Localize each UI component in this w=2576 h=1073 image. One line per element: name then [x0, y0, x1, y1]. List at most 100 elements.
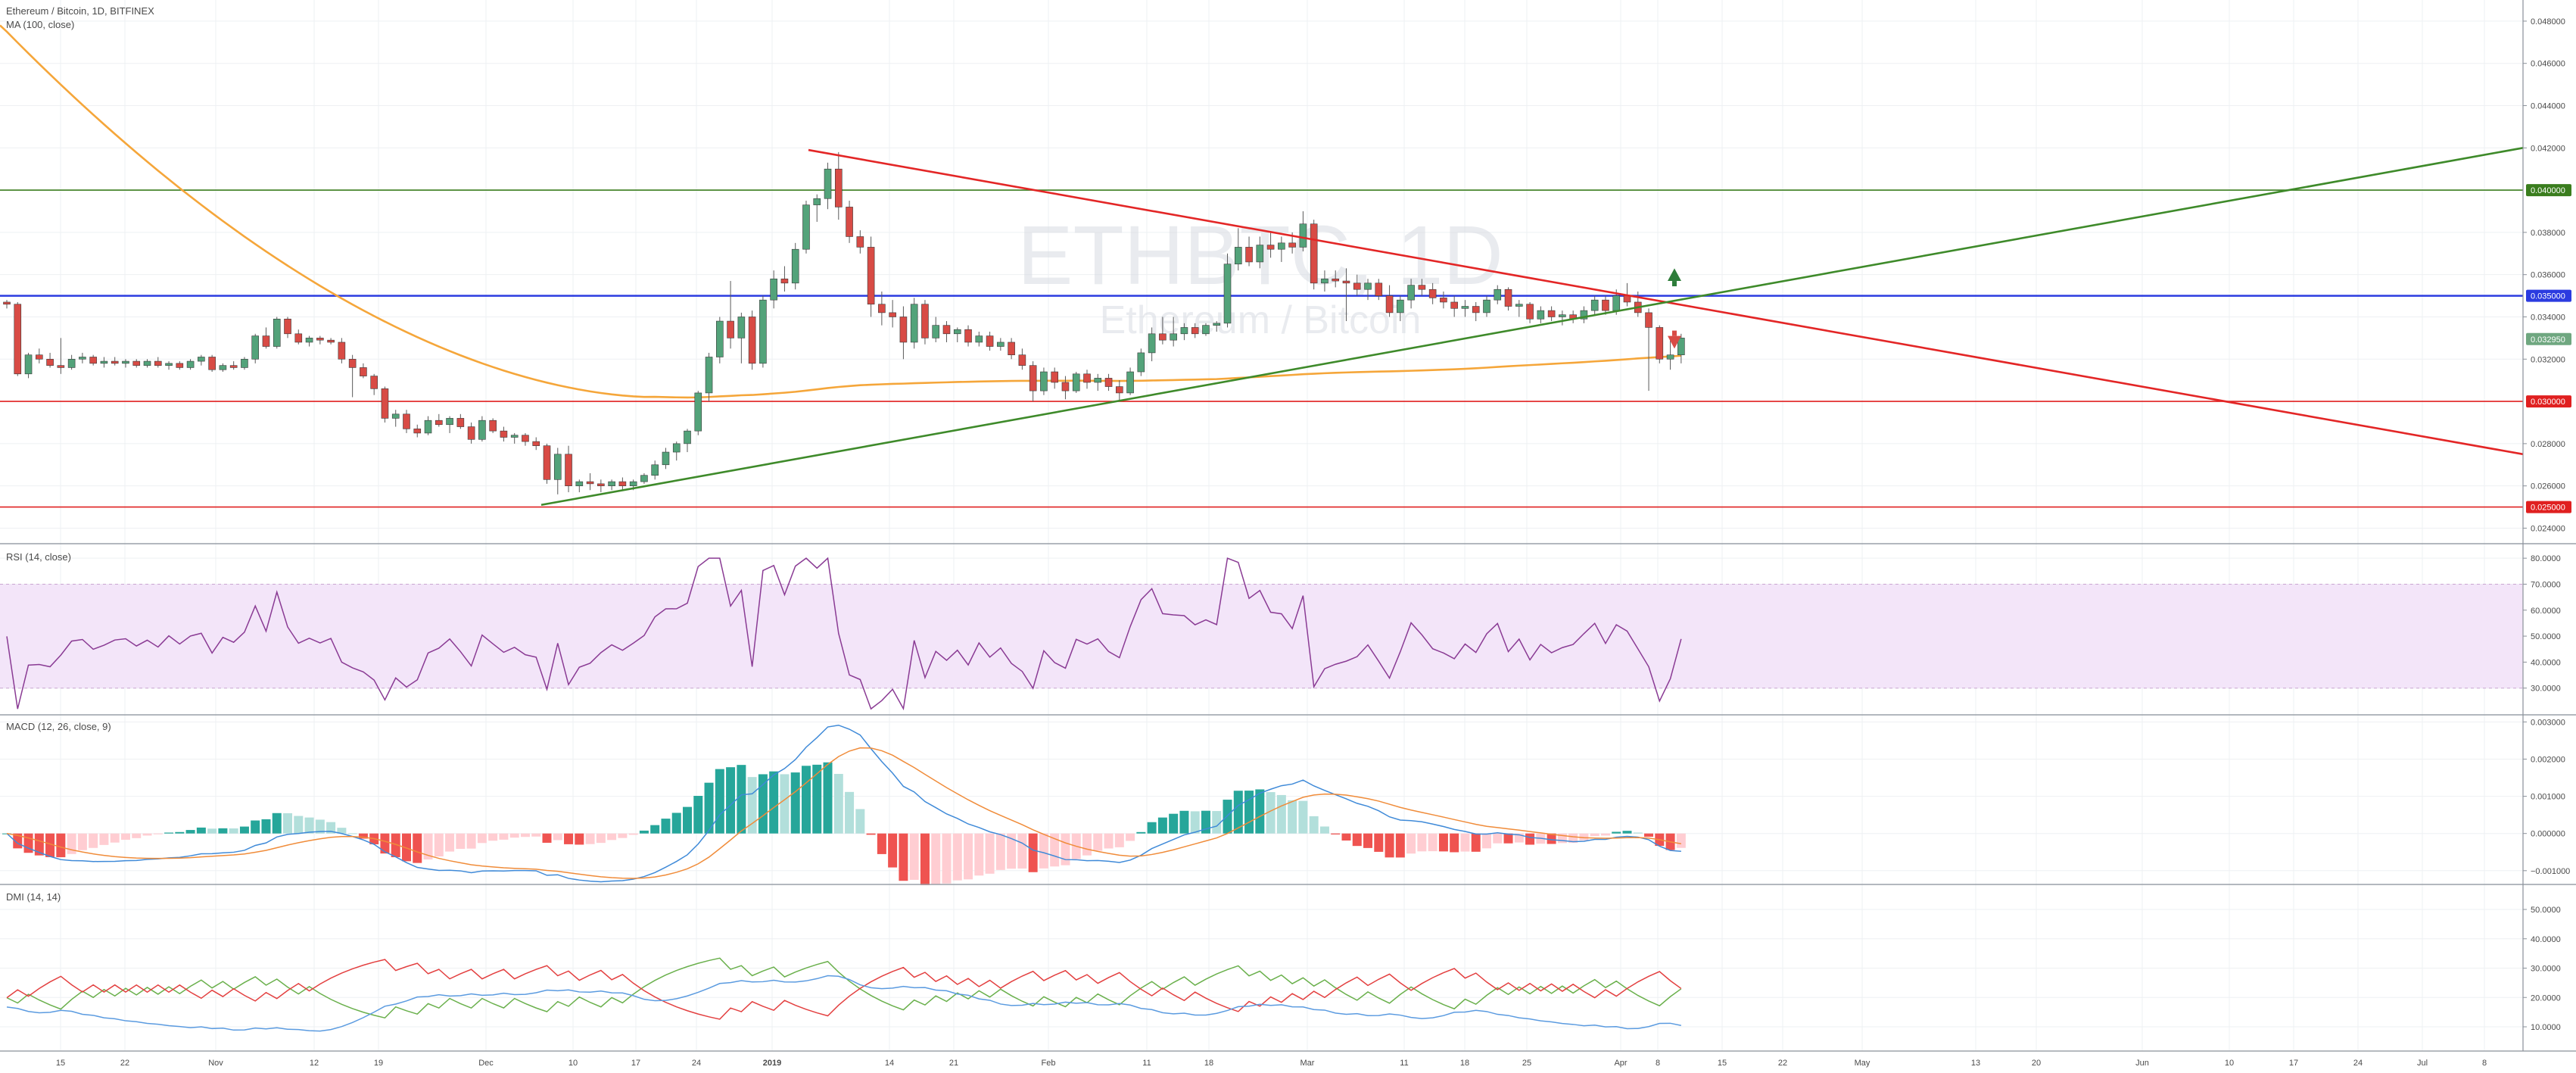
candle-body[interactable]: [608, 481, 615, 486]
candle-body[interactable]: [316, 338, 324, 341]
time-axis-label[interactable]: Jun: [2135, 1059, 2149, 1068]
candle-body[interactable]: [553, 454, 562, 480]
candle-body[interactable]: [1116, 386, 1123, 394]
candle-body[interactable]: [57, 365, 65, 368]
candle-body[interactable]: [1580, 310, 1588, 320]
candle-body[interactable]: [791, 248, 799, 284]
candlesticks[interactable]: [3, 151, 1685, 494]
candle-body[interactable]: [759, 299, 767, 364]
horizontal-levels[interactable]: [0, 189, 2523, 508]
candle-body[interactable]: [219, 365, 227, 370]
ma-legend[interactable]: MA (100, close): [6, 19, 75, 30]
candle-body[interactable]: [305, 338, 313, 343]
candle-body[interactable]: [1213, 323, 1221, 326]
candle-body[interactable]: [229, 365, 238, 368]
candle-body[interactable]: [1234, 247, 1242, 265]
candle-body[interactable]: [456, 418, 465, 427]
candle-body[interactable]: [1072, 373, 1080, 391]
candle-body[interactable]: [186, 360, 195, 368]
candle-body[interactable]: [802, 204, 810, 250]
candle-body[interactable]: [1537, 310, 1545, 320]
candle-body[interactable]: [262, 335, 270, 347]
candle-body[interactable]: [1656, 327, 1664, 360]
candle-body[interactable]: [1375, 282, 1383, 296]
candle-body[interactable]: [618, 481, 627, 486]
candle-body[interactable]: [522, 435, 529, 442]
candle-body[interactable]: [597, 483, 605, 486]
time-axis-label[interactable]: 24: [692, 1059, 701, 1068]
candle-body[interactable]: [251, 335, 260, 360]
candle-body[interactable]: [1407, 285, 1415, 301]
candle-body[interactable]: [867, 247, 875, 305]
candle-body[interactable]: [1677, 338, 1685, 356]
time-axis-label[interactable]: May: [1855, 1059, 1870, 1068]
forecast-arrows[interactable]: [1668, 268, 1681, 349]
time-axis-label[interactable]: 21: [949, 1059, 958, 1068]
candle-body[interactable]: [629, 481, 637, 486]
candle-body[interactable]: [1245, 247, 1253, 263]
candle-body[interactable]: [46, 358, 54, 366]
candle-body[interactable]: [284, 318, 291, 335]
candle-body[interactable]: [478, 420, 486, 440]
candle-body[interactable]: [3, 301, 11, 305]
candle-body[interactable]: [273, 318, 281, 347]
time-axis-label[interactable]: 11: [1400, 1059, 1408, 1068]
candle-body[interactable]: [381, 388, 389, 419]
candle-body[interactable]: [391, 413, 400, 419]
down-arrow-icon[interactable]: [1668, 335, 1681, 349]
candle-body[interactable]: [1450, 301, 1458, 309]
candle-body[interactable]: [294, 333, 303, 343]
candle-body[interactable]: [878, 304, 886, 313]
ma-line[interactable]: [0, 24, 1681, 399]
time-axis-label[interactable]: Apr: [1614, 1059, 1627, 1068]
time-axis-label[interactable]: Nov: [208, 1059, 223, 1068]
candle-body[interactable]: [1332, 278, 1340, 282]
candle-body[interactable]: [716, 320, 724, 357]
candle-body[interactable]: [403, 413, 410, 429]
candle-body[interactable]: [208, 357, 216, 370]
time-axis-label[interactable]: 17: [2289, 1059, 2298, 1068]
candle-body[interactable]: [143, 360, 151, 366]
candle-body[interactable]: [834, 168, 843, 207]
candle-body[interactable]: [1428, 289, 1437, 298]
trend-lines[interactable]: [540, 147, 2524, 507]
candle-body[interactable]: [1494, 289, 1502, 301]
candle-body[interactable]: [1385, 295, 1394, 313]
candle-body[interactable]: [1461, 306, 1469, 309]
candle-body[interactable]: [975, 335, 983, 343]
candle-body[interactable]: [705, 357, 713, 394]
candle-body[interactable]: [1342, 280, 1350, 284]
candle-body[interactable]: [824, 168, 832, 199]
macd-legend[interactable]: MACD (12, 26, close, 9): [6, 721, 111, 732]
candle-body[interactable]: [67, 358, 76, 368]
candle-body[interactable]: [338, 342, 346, 360]
time-axis-label[interactable]: 12: [310, 1059, 319, 1068]
candle-body[interactable]: [1104, 378, 1113, 387]
candle-body[interactable]: [1061, 382, 1070, 391]
candle-body[interactable]: [1418, 285, 1426, 290]
candle-body[interactable]: [651, 464, 659, 476]
candle-body[interactable]: [1504, 289, 1512, 307]
ascending-trend-line[interactable]: [540, 147, 2524, 507]
candle-body[interactable]: [910, 304, 918, 343]
candle-body[interactable]: [1018, 354, 1026, 366]
time-axis-label[interactable]: 11: [1142, 1059, 1151, 1068]
candle-body[interactable]: [780, 278, 789, 284]
candle-body[interactable]: [1645, 312, 1652, 328]
candle-body[interactable]: [672, 443, 681, 453]
candle-body[interactable]: [1526, 304, 1534, 320]
candle-body[interactable]: [575, 481, 584, 486]
time-axis-label[interactable]: 18: [1204, 1059, 1213, 1068]
time-axis-label[interactable]: 22: [1778, 1059, 1787, 1068]
candle-body[interactable]: [1590, 299, 1599, 311]
candle-body[interactable]: [856, 236, 864, 248]
dmi-legend[interactable]: DMI (14, 14): [6, 891, 61, 903]
price-tag[interactable]: [2526, 501, 2571, 513]
candle-body[interactable]: [89, 357, 97, 364]
candle-body[interactable]: [360, 367, 367, 376]
candle-body[interactable]: [942, 325, 951, 335]
candle-body[interactable]: [1266, 245, 1275, 250]
candle-body[interactable]: [1191, 327, 1199, 335]
